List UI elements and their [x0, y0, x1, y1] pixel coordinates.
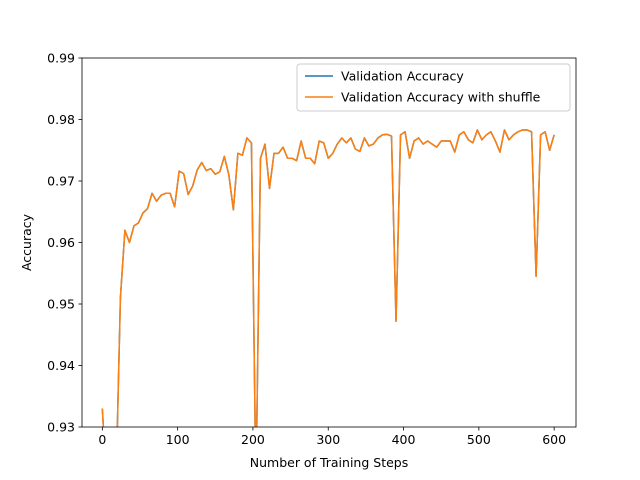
y-tick-label: 0.93: [47, 420, 75, 435]
y-tick-label: 0.99: [47, 51, 75, 66]
y-tick-label: 0.95: [47, 297, 75, 312]
x-tick-label: 100: [166, 432, 190, 447]
x-tick-label: 300: [316, 432, 340, 447]
y-tick-label: 0.97: [47, 174, 75, 189]
y-axis-label: Accuracy: [19, 213, 34, 271]
legend-label: Validation Accuracy: [341, 69, 464, 84]
x-axis-label: Number of Training Steps: [250, 455, 408, 470]
x-tick-label: 0: [98, 432, 106, 447]
x-tick-label: 500: [467, 432, 491, 447]
y-tick-label: 0.98: [47, 112, 75, 127]
x-tick-label: 600: [542, 432, 566, 447]
y-tick-label: 0.96: [47, 235, 75, 250]
legend-label: Validation Accuracy with shuffle: [341, 90, 541, 105]
x-tick-label: 200: [241, 432, 265, 447]
series-line: [101, 129, 555, 427]
plot-frame: [81, 57, 577, 428]
y-tick-label: 0.94: [47, 358, 75, 373]
x-tick-label: 400: [392, 432, 416, 447]
plot-lines: [101, 129, 555, 427]
legend-box: [296, 63, 571, 112]
